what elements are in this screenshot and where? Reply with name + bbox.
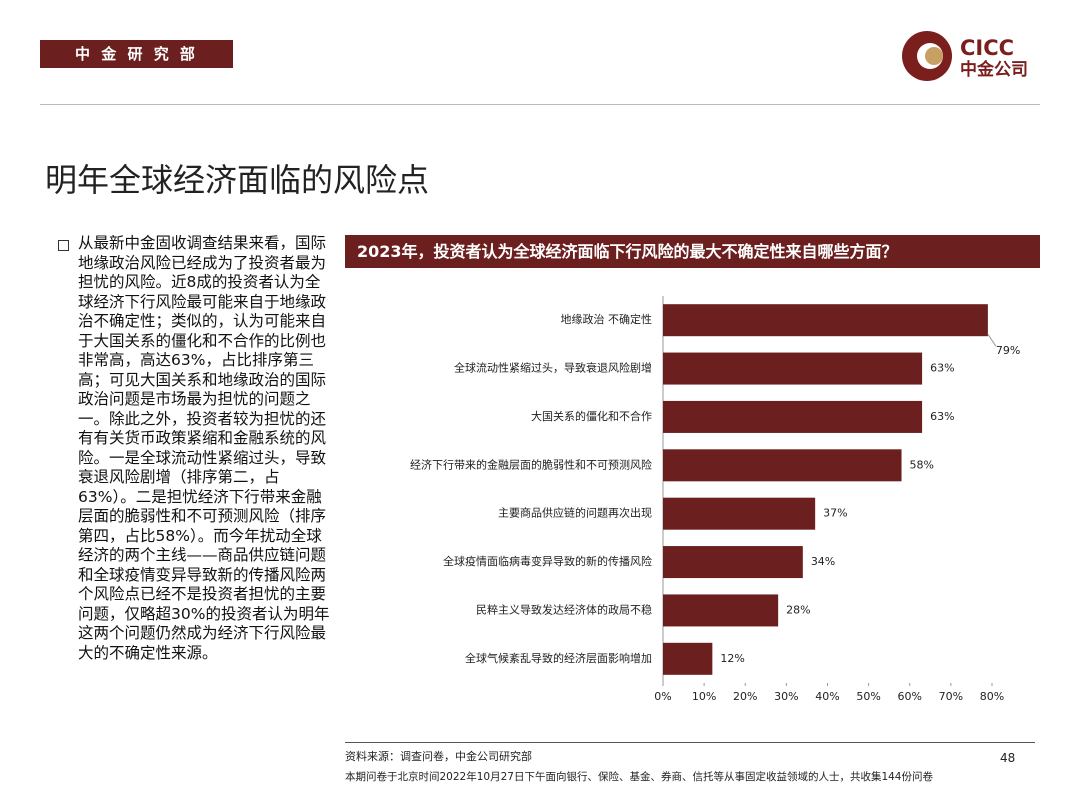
value-label: 37% [823,507,847,520]
bullet [58,240,69,251]
footer-line [345,742,1035,743]
x-tick-label: 40% [815,690,839,703]
value-label: 28% [786,603,810,616]
slide-title: 明年全球经济面临的风险点 [45,161,430,199]
x-tick-label: 60% [898,690,922,703]
x-tick-label: 30% [774,690,798,703]
category-label: 全球流动性紧缩过头，导致衰退风险剧增 [454,361,652,375]
department-tag: 中 金 研 究 部 [40,40,233,68]
value-label: 79% [996,344,1020,357]
bar [663,449,902,482]
page-number: 48 [1000,751,1016,765]
x-tick-label: 20% [733,690,757,703]
chart: 0% 10% 20% 30% 40% 50% 60% 70% 80% 地缘政治 不确定性 79% 全球… [410,296,1020,703]
leader-line [987,333,997,347]
x-tick-label: 10% [692,690,716,703]
chart-title: 2023年，投资者认为全球经济面临下行风险的最大不确定性来自哪些方面？ [345,235,1040,268]
category-label: 全球气候紊乱导致的经济层面影响增加 [465,651,652,665]
divider [40,104,1040,105]
bar [663,594,779,627]
value-label: 12% [720,652,744,665]
x-tick-label: 80% [980,690,1004,703]
x-tick-label: 70% [939,690,963,703]
bar [663,352,923,385]
bar [663,642,713,675]
x-tick-label: 50% [856,690,880,703]
bar [663,400,923,433]
category-label: 全球疫情面临病毒变异导致的新的传播风险 [443,554,652,568]
body-text: 从最新中金固收调查结果来看，国际地缘政治风险已经成为了投资者最为担忧的风险。近8… [78,234,330,662]
logo-en: CICC [960,36,1014,60]
bar [663,304,988,337]
category-label: 大国关系的僵化和不合作 [531,409,652,423]
note: 本期问卷于北京时间2022年10月27日下午面向银行、保险、基金、券商、信托等从… [345,771,933,783]
bar [663,497,816,530]
source: 资料来源：调查问卷，中金公司研究部 [345,750,532,763]
logo: CICC 中金公司 [902,31,1028,81]
category-label: 主要商品供应链的问题再次出现 [498,506,652,520]
category-label: 地缘政治 不确定性 [561,312,653,326]
x-tick-label: 0% [654,690,671,703]
value-label: 63% [930,362,954,375]
category-label: 民粹主义导致发达经济体的政局不稳 [476,602,652,616]
bar [663,546,803,579]
logo-cn: 中金公司 [960,59,1028,80]
value-label: 58% [910,458,934,471]
category-label: 经济下行带来的金融层面的脆弱性和不可预测风险 [410,457,652,471]
value-label: 34% [811,555,835,568]
value-label: 63% [930,410,954,423]
